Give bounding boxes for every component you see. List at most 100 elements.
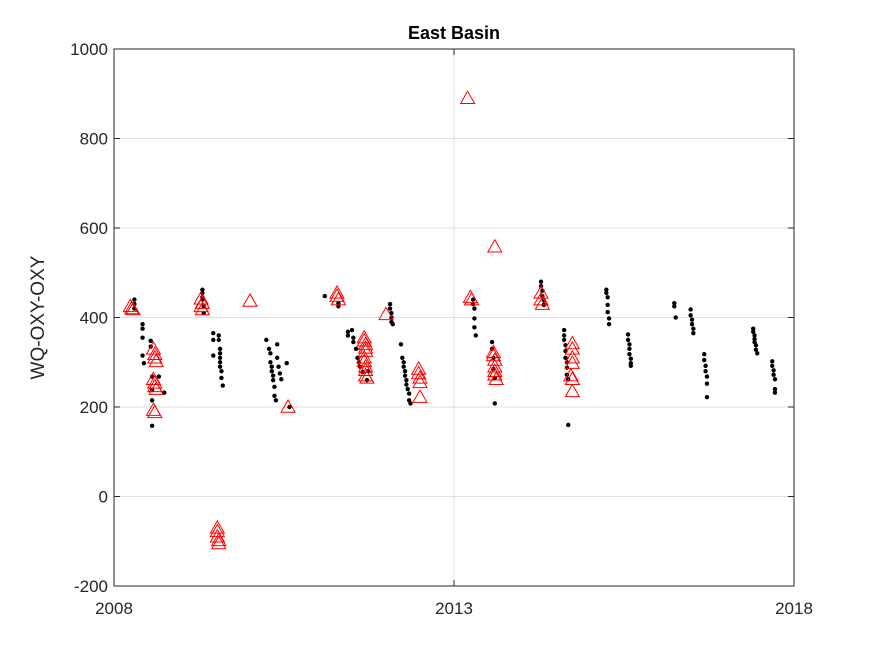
- data-point-dot: [472, 325, 477, 330]
- data-point-dot: [751, 326, 756, 331]
- data-point-triangle: [146, 404, 163, 419]
- data-point-dot: [351, 335, 356, 340]
- data-point-dot: [771, 368, 776, 373]
- data-point-dot: [217, 351, 223, 356]
- data-point-dot: [752, 336, 757, 342]
- data-point-dot: [345, 333, 351, 338]
- data-point-dot: [345, 329, 351, 335]
- data-point-dot: [538, 279, 544, 284]
- data-point-dot: [140, 335, 145, 340]
- data-point-dot: [470, 297, 476, 302]
- data-point-triangle: [485, 347, 502, 362]
- data-point-dot: [270, 377, 276, 383]
- data-point-triangle: [329, 284, 345, 299]
- data-point-dot: [627, 351, 632, 357]
- data-point-dot: [605, 295, 610, 300]
- data-point-dot: [140, 326, 145, 331]
- data-point-dot: [351, 339, 356, 345]
- data-point-triangle: [357, 358, 374, 373]
- data-point-dot: [266, 346, 272, 352]
- data-point-dot: [273, 398, 279, 403]
- data-point-dot: [753, 343, 759, 348]
- data-point-dot: [691, 330, 696, 336]
- data-point-dot: [156, 374, 162, 379]
- data-point-dot: [404, 377, 409, 383]
- data-point-dot: [627, 342, 632, 347]
- data-point-dot: [702, 351, 707, 357]
- data-point-dot: [772, 377, 778, 382]
- data-point-dot: [264, 337, 269, 343]
- data-point-dot: [387, 306, 393, 311]
- data-point-dot: [277, 371, 283, 376]
- data-point-dot: [704, 381, 710, 386]
- data-point-dot: [627, 346, 632, 352]
- data-point-dot: [405, 386, 410, 392]
- data-point-dot: [276, 364, 281, 369]
- data-point-dot: [220, 383, 225, 388]
- data-point-dot: [219, 369, 224, 374]
- data-point-triangle: [459, 90, 476, 104]
- data-point-dot: [269, 364, 274, 369]
- data-point-triangle: [146, 374, 163, 389]
- data-point-dot: [561, 337, 567, 343]
- data-point-triangle: [412, 374, 428, 389]
- data-point-dot: [140, 353, 145, 358]
- data-point-triangle: [125, 301, 141, 316]
- data-point-triangle: [357, 336, 374, 351]
- data-point-dot: [216, 337, 221, 343]
- data-point-triangle: [148, 381, 165, 395]
- y-tick-label: 400: [80, 309, 108, 328]
- data-point-dot: [270, 373, 276, 378]
- data-point-triangle: [148, 353, 165, 368]
- y-tick-label: 800: [80, 130, 108, 149]
- data-point-dot: [753, 347, 759, 352]
- data-point-triangle: [123, 300, 140, 315]
- data-point-triangle: [209, 528, 226, 543]
- data-point-dot: [272, 384, 277, 390]
- data-point-dot: [287, 404, 292, 410]
- data-point-dot: [200, 287, 205, 292]
- data-point-dot: [604, 290, 609, 296]
- data-point-dot: [704, 394, 710, 400]
- data-point-triangle: [564, 355, 581, 369]
- data-point-triangle: [463, 291, 480, 306]
- data-point-triangle: [412, 369, 428, 384]
- data-point-triangle: [210, 532, 227, 547]
- data-point-dot: [689, 322, 695, 327]
- data-point-dot: [489, 339, 495, 345]
- data-point-triangle: [146, 346, 163, 360]
- data-point-dot: [704, 374, 710, 379]
- data-point-dot: [148, 338, 153, 343]
- data-point-triangle: [564, 383, 581, 398]
- data-point-triangle: [242, 292, 258, 307]
- y-tick-label: 200: [80, 398, 108, 417]
- data-point-dot: [268, 351, 273, 356]
- axis-ticks: -200 0 200 400 600 800 1000 2008 2013 2018: [70, 40, 813, 618]
- data-point-dot: [269, 369, 274, 374]
- data-point-dot: [322, 293, 327, 299]
- data-point-dot: [606, 322, 612, 327]
- data-point-dot: [216, 333, 221, 338]
- data-point-dot: [563, 355, 568, 360]
- data-point-dot: [625, 337, 631, 343]
- data-point-dot: [211, 353, 216, 358]
- data-point-triangle: [412, 389, 428, 403]
- data-point-dot: [672, 300, 677, 306]
- x-tick-label: 2013: [435, 599, 473, 618]
- data-point-dot: [402, 369, 408, 374]
- x-tick-label: 2008: [95, 599, 133, 618]
- data-point-triangle: [359, 369, 375, 384]
- data-point-dot: [473, 333, 478, 338]
- data-point-triangle: [488, 371, 505, 386]
- data-point-dot: [772, 390, 778, 395]
- data-point-dot: [402, 373, 408, 378]
- y-tick-label: 0: [99, 488, 108, 507]
- data-point-dot: [606, 316, 612, 321]
- data-point-dot: [688, 313, 693, 318]
- data-point-dot: [364, 377, 370, 383]
- data-point-dot: [279, 377, 284, 382]
- data-point-dot: [275, 342, 280, 347]
- data-point-triangle: [564, 349, 581, 364]
- data-point-triangle: [533, 284, 549, 299]
- data-point-triangle: [564, 340, 581, 355]
